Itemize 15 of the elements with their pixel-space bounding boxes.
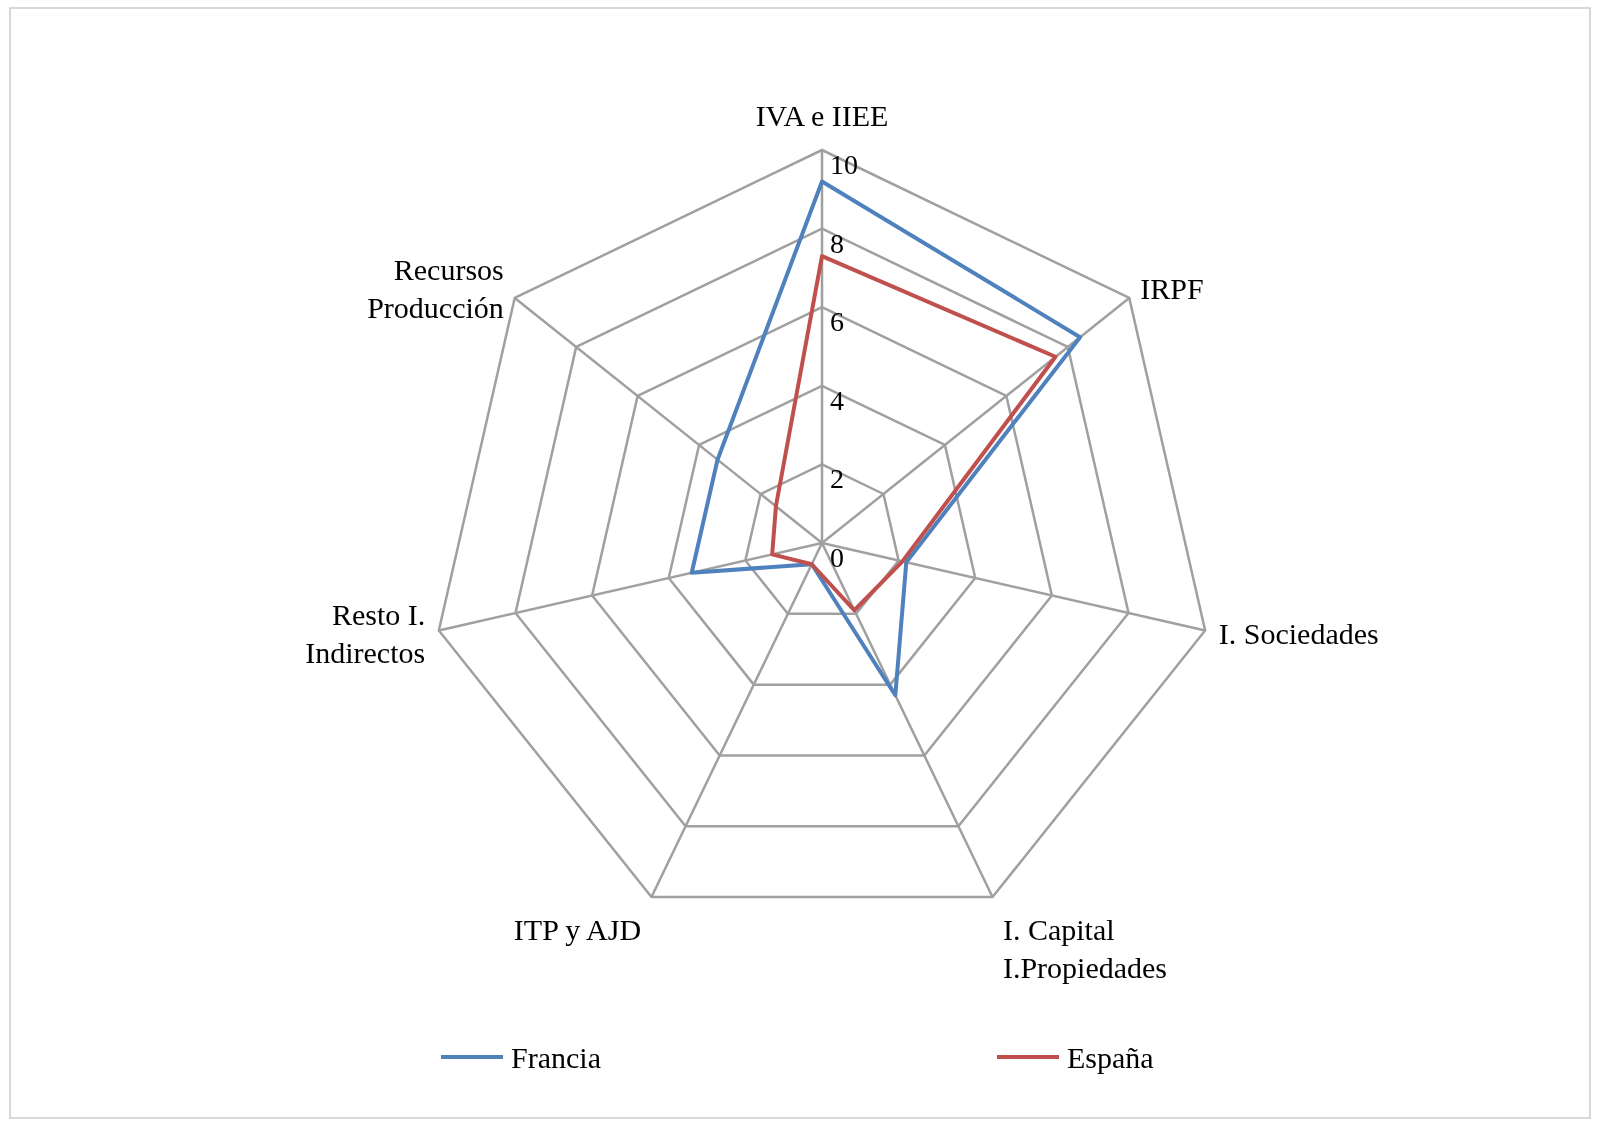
spoke-label: IVA e IIEE: [755, 99, 889, 132]
legend-label: Francia: [511, 1041, 601, 1074]
y-tick-label: 4: [830, 384, 844, 416]
spoke-label: Resto I. Indirectos: [305, 597, 426, 669]
y-tick-label: 10: [830, 149, 858, 180]
spoke-label: Recursos Producción: [367, 253, 504, 325]
spoke-label: ITP y AJD: [513, 912, 642, 946]
y-tick-label: 2: [830, 463, 844, 495]
y-tick-label: 6: [830, 306, 844, 338]
spoke-label: IRPF: [1140, 272, 1204, 306]
spoke-label: I. Capital I.Propiedades: [1002, 912, 1168, 984]
y-tick-label: 8: [830, 227, 844, 259]
legend-label: España: [1067, 1041, 1154, 1074]
spoke-label: I. Sociedades: [1218, 616, 1379, 650]
y-tick-label: 0: [830, 542, 844, 573]
